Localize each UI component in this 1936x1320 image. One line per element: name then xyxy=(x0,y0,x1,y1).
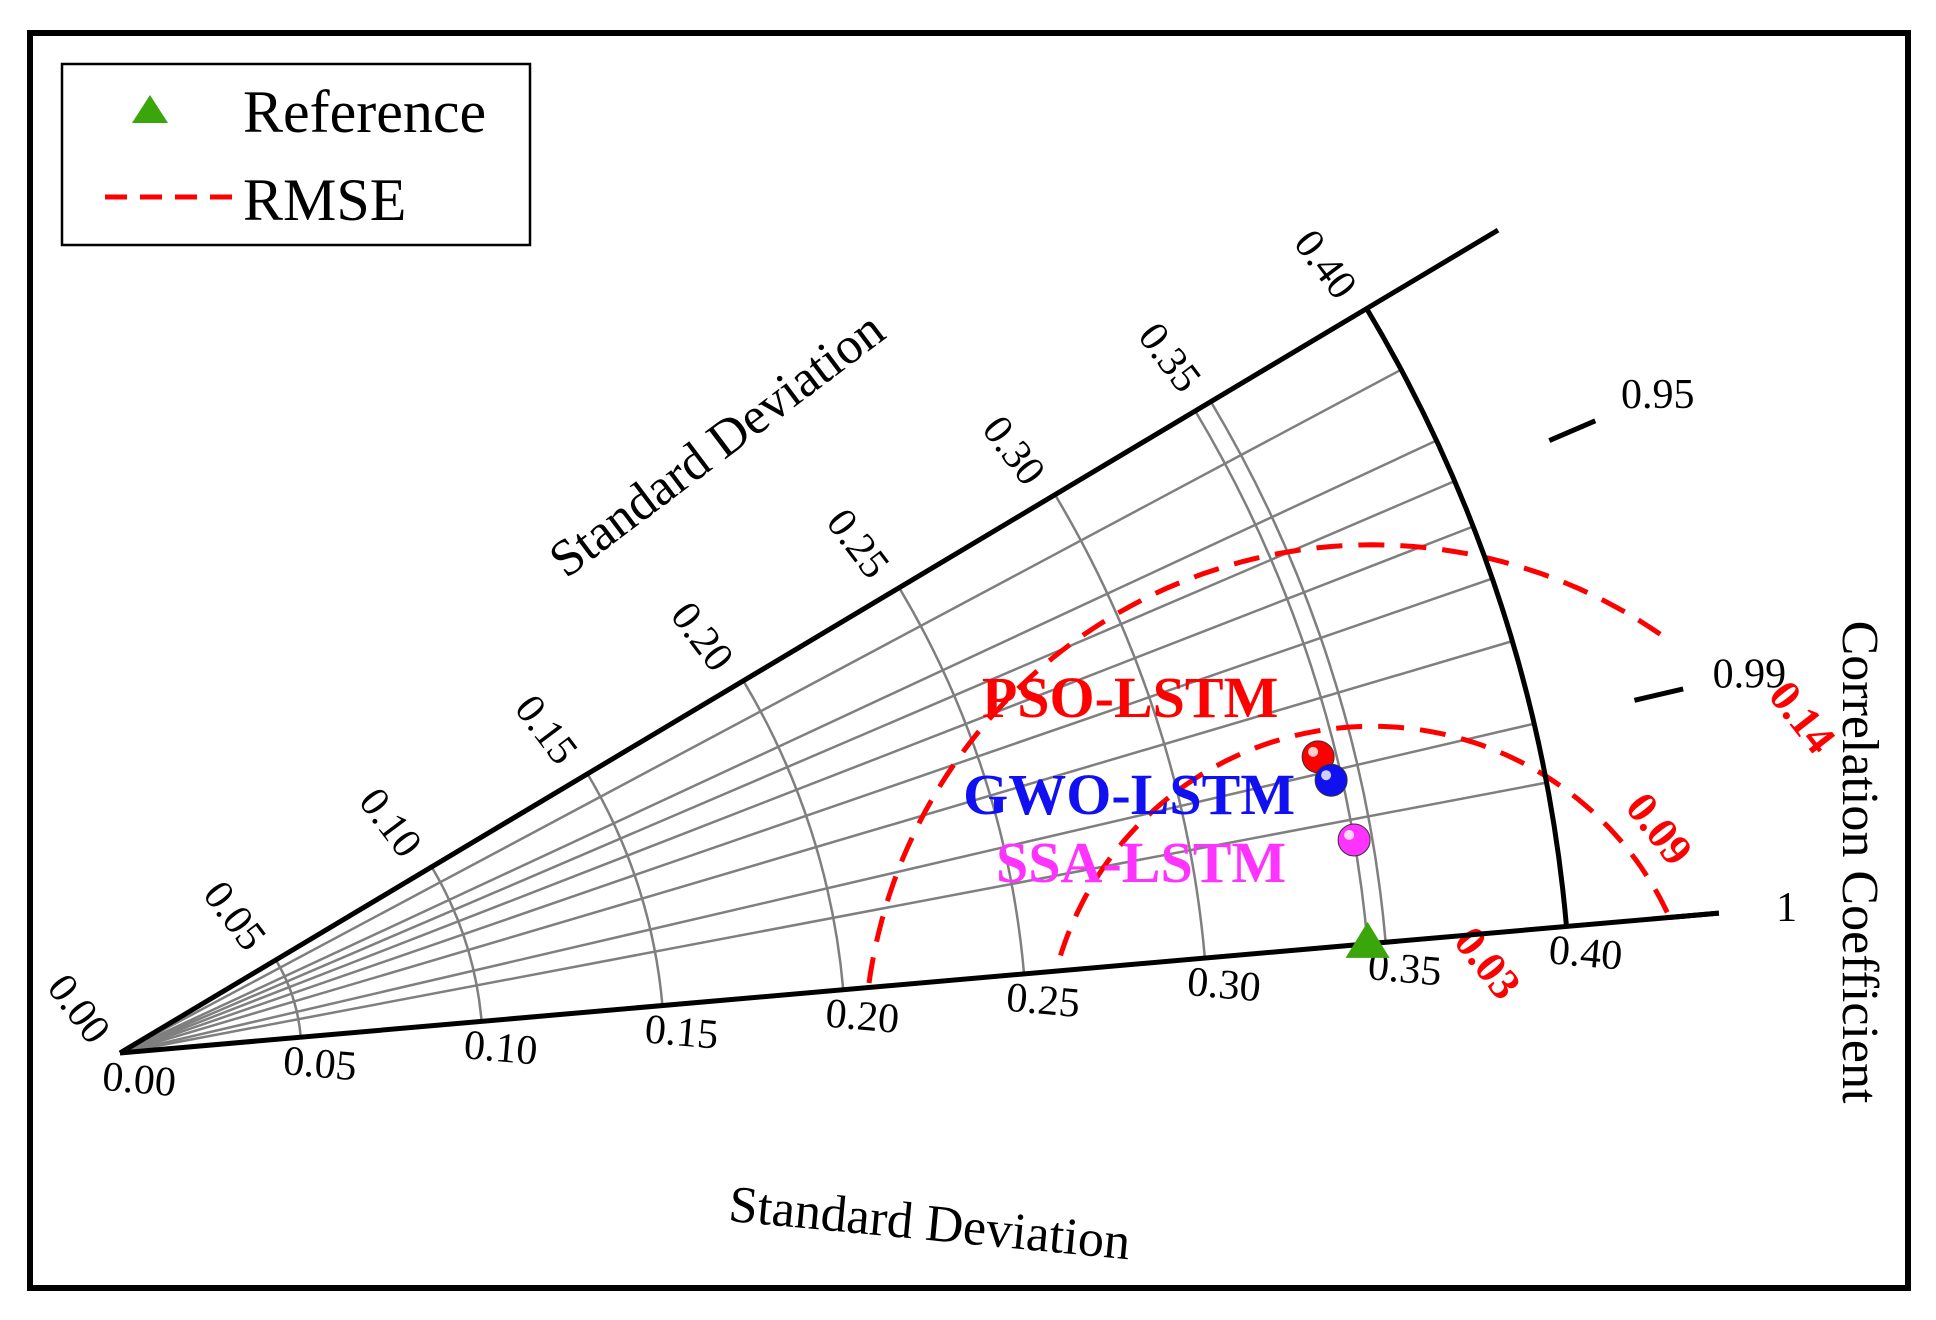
model-point-highlight xyxy=(1344,829,1355,840)
correlation-grid-line xyxy=(119,722,1535,1055)
tick-labels: 0.000.000.050.050.100.100.150.150.200.20… xyxy=(38,222,1797,1107)
model-point-marker xyxy=(1314,763,1348,797)
std-grid-arc xyxy=(274,959,303,1038)
correlation-tick-label: 1 xyxy=(1776,885,1797,931)
correlation-tick-mark xyxy=(1633,686,1684,703)
std-axis-bottom-line xyxy=(119,910,1720,1056)
correlation-axis-arc xyxy=(1364,307,1569,927)
legend-reference-triangle-icon xyxy=(132,95,168,123)
correlation-axis-title: Correlation Coefficient xyxy=(1831,621,1888,1104)
model-point-marker xyxy=(1337,823,1371,857)
std-tick-label-bottom: 0.15 xyxy=(643,1006,720,1058)
correlation-tick-mark xyxy=(1548,418,1597,443)
correlation-tick-label: 0.99 xyxy=(1713,652,1787,698)
correlation-grid-line xyxy=(119,577,1493,1055)
legend-box xyxy=(60,62,532,247)
rmse-contours: 0.030.090.14 xyxy=(866,542,1845,1008)
legend-reference-label: Reference xyxy=(243,79,486,145)
correlation-grid-line xyxy=(119,368,1402,1055)
std-axis-top-line xyxy=(118,228,1500,1056)
grid xyxy=(119,368,1567,1055)
model-point-highlight xyxy=(1308,746,1319,757)
std-tick-label-bottom: 0.25 xyxy=(1005,975,1082,1027)
correlation-grid-line xyxy=(119,525,1474,1055)
std-tick-label-bottom: 0.30 xyxy=(1185,959,1262,1011)
std-tick-label-bottom: 0.10 xyxy=(462,1022,539,1074)
std-tick-label-bottom: 0.40 xyxy=(1547,927,1624,979)
rmse-contour-line xyxy=(866,542,1662,988)
std-tick-label-bottom: 0.05 xyxy=(281,1038,358,1090)
correlation-grid-line xyxy=(119,439,1438,1055)
std-grid-arc xyxy=(898,587,1026,975)
std-grid-arc xyxy=(1053,494,1207,959)
reference-std-arc xyxy=(1194,410,1369,944)
model-point-label: SSA-LSTM xyxy=(996,830,1286,895)
std-grid-arc xyxy=(586,773,664,1006)
correlation-grid-line xyxy=(119,781,1547,1055)
model-point-highlight xyxy=(1321,770,1332,781)
model-point-label: GWO-LSTM xyxy=(963,762,1295,827)
axes xyxy=(118,228,1720,1056)
correlation-grid-line xyxy=(119,479,1456,1055)
correlation-tick-label: 0.95 xyxy=(1621,372,1695,418)
std-tick-label-bottom: 0.00 xyxy=(101,1054,178,1106)
std-grid-arc xyxy=(742,680,845,990)
reference-triangle-marker xyxy=(1345,921,1390,958)
rmse-contour-line xyxy=(1054,723,1670,970)
correlation-tick-mark xyxy=(1668,910,1720,920)
correlation-grid-line xyxy=(119,639,1513,1055)
std-tick-label-bottom: 0.20 xyxy=(824,991,901,1043)
legend: Reference RMSE xyxy=(60,62,532,247)
legend-rmse-label: RMSE xyxy=(243,167,406,233)
std-grid-arc xyxy=(1209,401,1387,943)
model-point-label: PSO-LSTM xyxy=(982,665,1279,730)
